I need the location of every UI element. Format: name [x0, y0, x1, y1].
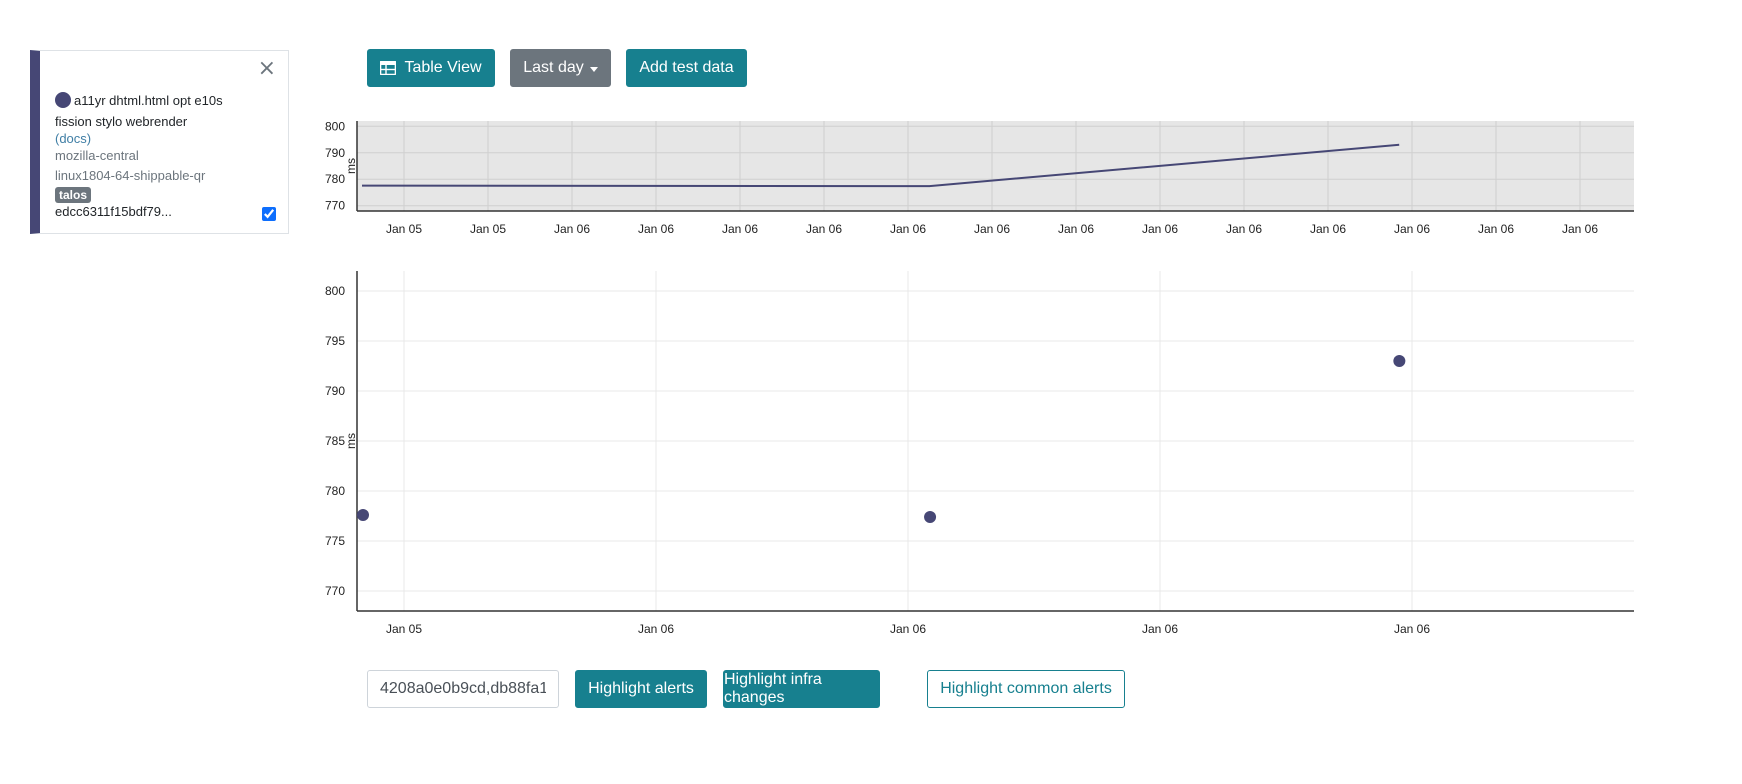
y-tick-label: 780 [325, 484, 345, 498]
overview-x-tick-label: Jan 06 [890, 222, 926, 236]
x-tick-label: Jan 05 [386, 622, 422, 636]
table-icon [380, 61, 397, 75]
overview-x-tick-label: Jan 06 [1226, 222, 1262, 236]
overview-x-tick-label: Jan 06 [1394, 222, 1430, 236]
time-range-label: Last day [523, 59, 584, 76]
overview-x-tick-label: Jan 05 [386, 222, 422, 236]
repository-label: mozilla-central [55, 148, 139, 163]
overview-x-tick-label: Jan 06 [1478, 222, 1514, 236]
overview-y-tick-label: 780 [325, 172, 345, 186]
time-range-dropdown[interactable]: Last day [510, 49, 611, 87]
platform-label: linux1804-64-shippable-qr [55, 168, 206, 183]
signature-link[interactable]: edcc6311f15bdf79... [55, 204, 172, 219]
table-view-button[interactable]: Table View [367, 49, 495, 87]
data-point[interactable] [357, 509, 369, 521]
overview-x-tick-label: Jan 06 [638, 222, 674, 236]
y-axis-label: ms [344, 433, 358, 449]
y-tick-label: 790 [325, 384, 345, 398]
x-tick-label: Jan 06 [1394, 622, 1430, 636]
overview-x-tick-label: Jan 06 [1058, 222, 1094, 236]
test-options: fission stylo webrender [55, 114, 188, 129]
overview-brush-area [357, 121, 1634, 211]
overview-x-tick-label: Jan 06 [554, 222, 590, 236]
table-view-label: Table View [404, 59, 482, 76]
overview-x-tick-label: Jan 06 [1142, 222, 1178, 236]
overview-y-tick-label: 800 [325, 119, 345, 133]
y-tick-label: 770 [325, 584, 345, 598]
y-tick-label: 800 [325, 284, 345, 298]
framework-badge: talos [55, 187, 92, 203]
series-visibility-checkbox[interactable] [262, 207, 276, 221]
y-tick-label: 785 [325, 434, 345, 448]
overview-x-tick-label: Jan 06 [1310, 222, 1346, 236]
test-name: a11yr dhtml.html opt e10s [74, 92, 223, 108]
close-icon[interactable]: × [257, 56, 276, 81]
overview-x-tick-label: Jan 06 [974, 222, 1010, 236]
overview-x-tick-label: Jan 06 [806, 222, 842, 236]
y-tick-label: 775 [325, 534, 345, 548]
caret-down-icon [589, 66, 598, 72]
overview-x-tick-label: Jan 05 [470, 222, 506, 236]
overview-y-axis-label: ms [344, 158, 358, 174]
legend-title: a11yr dhtml.html opt e10s [55, 92, 223, 108]
add-test-data-button[interactable]: Add test data [626, 49, 747, 87]
data-point[interactable] [1393, 355, 1406, 367]
revision-input[interactable] [367, 670, 559, 708]
series-color-icon[interactable] [55, 92, 71, 108]
x-tick-label: Jan 06 [1142, 622, 1178, 636]
legend-card: × a11yr dhtml.html opt e10s fission styl… [30, 50, 289, 234]
data-point[interactable] [924, 511, 937, 523]
highlight-alerts-button[interactable]: Highlight alerts [575, 670, 707, 708]
highlight-common-alerts-button[interactable]: Highlight common alerts [927, 670, 1125, 708]
overview-x-tick-label: Jan 06 [722, 222, 758, 236]
x-tick-label: Jan 06 [890, 622, 926, 636]
x-tick-label: Jan 06 [638, 622, 674, 636]
highlight-infra-changes-button[interactable]: Highlight infra changes [723, 670, 880, 708]
overview-y-tick-label: 770 [325, 199, 345, 213]
overview-y-tick-label: 790 [325, 146, 345, 160]
docs-link[interactable]: (docs) [55, 131, 92, 146]
overview-x-tick-label: Jan 06 [1562, 222, 1598, 236]
overview-series-line [361, 143, 1400, 188]
y-tick-label: 795 [325, 334, 345, 348]
